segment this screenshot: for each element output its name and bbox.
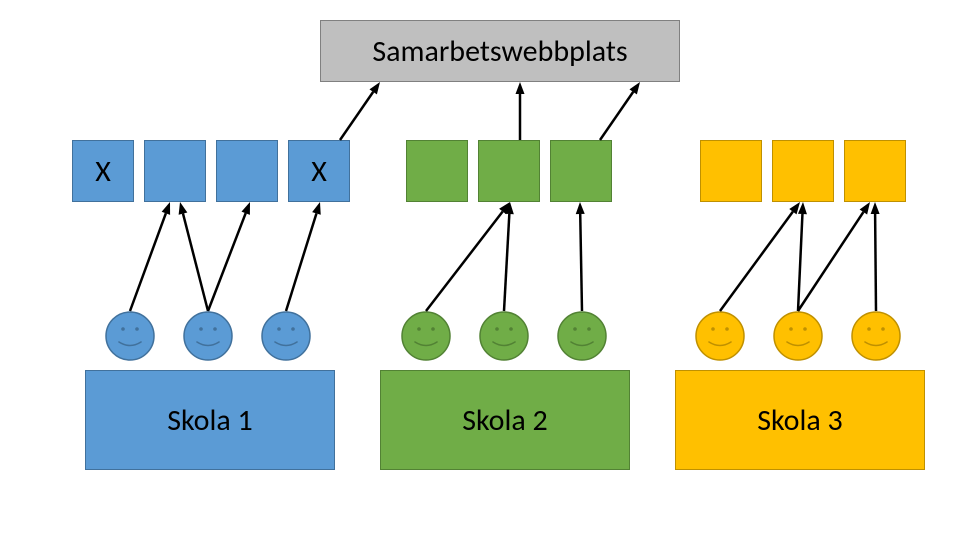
skola1-smiley-icon bbox=[105, 311, 155, 361]
skola3-label: Skola 3 bbox=[757, 402, 842, 439]
skola1-smiley-icon bbox=[183, 311, 233, 361]
skola2-smiley-icon bbox=[479, 311, 529, 361]
skola1-smiley-icon bbox=[261, 311, 311, 361]
skola2-smiley-icon bbox=[557, 311, 607, 361]
skola1-label-box: Skola 1 bbox=[85, 370, 335, 470]
skola3-square bbox=[700, 140, 762, 202]
skola3-smiley-icon bbox=[851, 311, 901, 361]
top-box-label: Samarbetswebbplats bbox=[372, 33, 627, 70]
skola3-smiley-icon bbox=[695, 311, 745, 361]
skola2-square bbox=[550, 140, 612, 202]
skola1-square: X bbox=[72, 140, 134, 202]
skola2-smiley-icon bbox=[401, 311, 451, 361]
skola3-square bbox=[844, 140, 906, 202]
skola1-square: X bbox=[288, 140, 350, 202]
skola2-square bbox=[406, 140, 468, 202]
skola2-label: Skola 2 bbox=[462, 402, 547, 439]
skola1-square bbox=[144, 140, 206, 202]
skola1-square-label: X bbox=[95, 153, 111, 190]
skola3-square bbox=[772, 140, 834, 202]
skola1-label: Skola 1 bbox=[167, 402, 252, 439]
diagram-stage: Samarbetswebbplats X X Skola 1 Skola 2 Skola … bbox=[0, 0, 960, 540]
skola2-square bbox=[478, 140, 540, 202]
skola3-label-box: Skola 3 bbox=[675, 370, 925, 470]
skola3-smiley-icon bbox=[773, 311, 823, 361]
skola1-square bbox=[216, 140, 278, 202]
top-box: Samarbetswebbplats bbox=[320, 20, 680, 82]
skola2-label-box: Skola 2 bbox=[380, 370, 630, 470]
skola1-square-label: X bbox=[311, 153, 327, 190]
